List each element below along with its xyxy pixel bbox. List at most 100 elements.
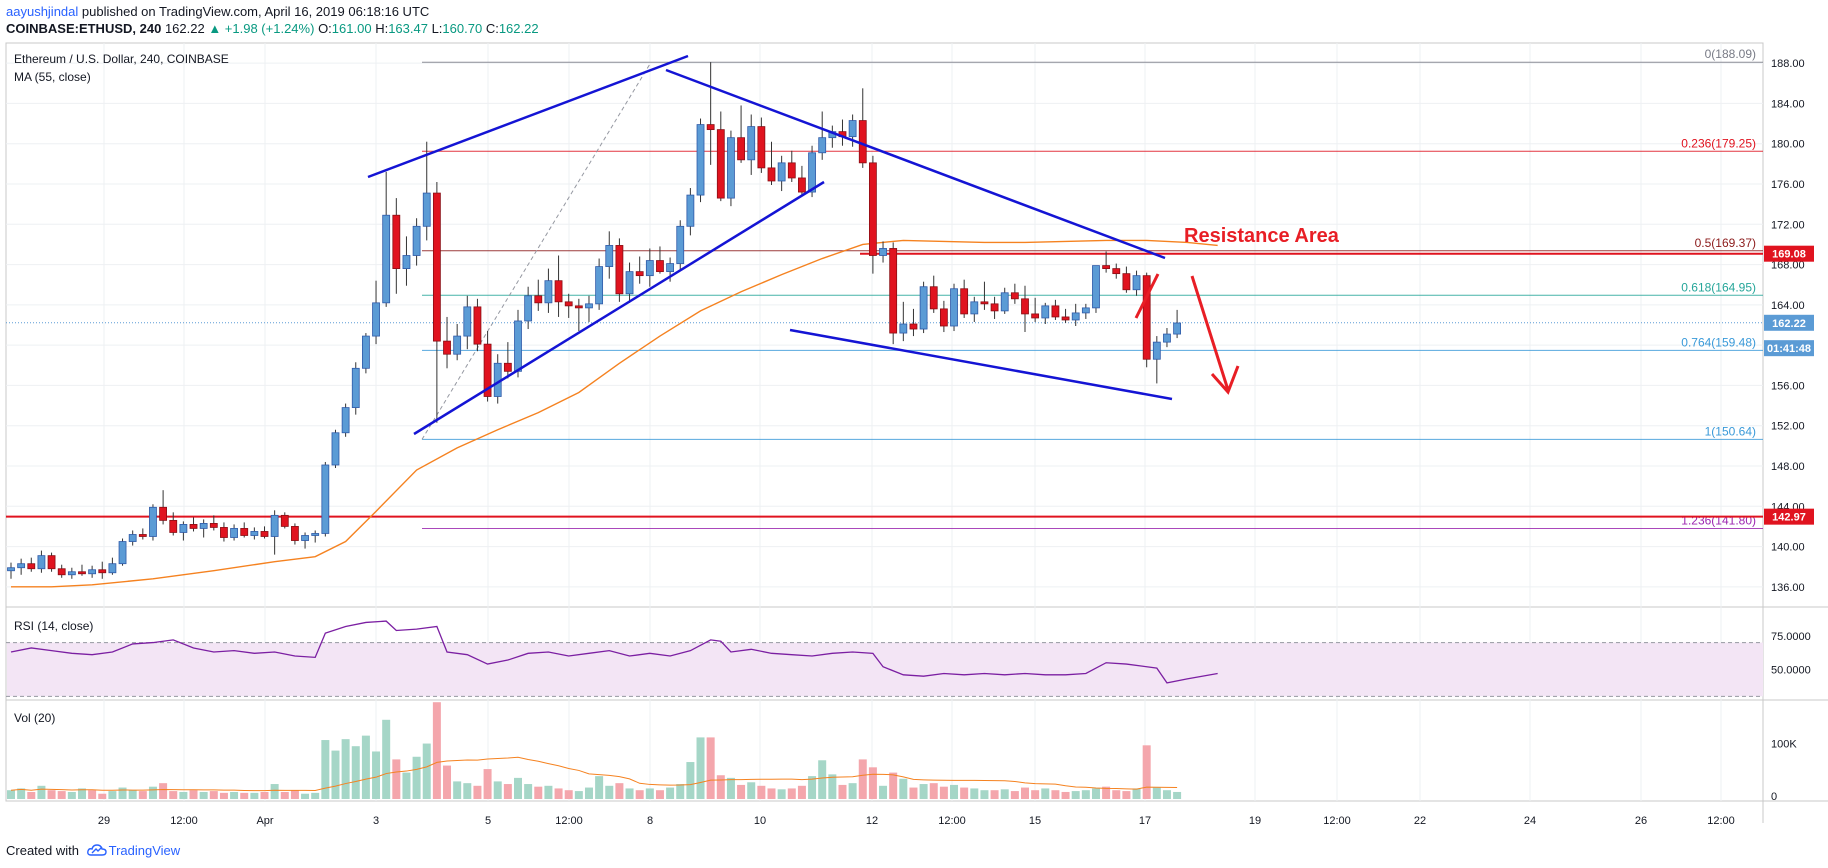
candle-body: [787, 162, 796, 179]
candle-body: [716, 129, 725, 199]
volume-bar: [240, 792, 249, 799]
volume-bar: [808, 776, 817, 799]
candle-body: [919, 286, 928, 330]
candle-body: [1163, 333, 1171, 343]
y-tick-label: 176.00: [1771, 179, 1805, 191]
volume-bar: [635, 790, 644, 799]
x-tick-label: 10: [754, 815, 766, 827]
candle-body: [1122, 273, 1131, 291]
candle-body: [361, 335, 370, 369]
y-tick-label: 148.00: [1771, 461, 1805, 473]
volume-bar: [757, 785, 766, 799]
candle-body: [372, 302, 380, 337]
candle-body: [250, 531, 259, 536]
volume-bar: [138, 791, 147, 799]
volume-bar: [737, 784, 746, 799]
volume-bar: [443, 765, 452, 799]
candle-body: [524, 295, 533, 322]
volume-bar: [1071, 791, 1080, 799]
volume-bar: [199, 791, 208, 799]
volume-bar: [564, 790, 573, 799]
volume-bar: [666, 787, 675, 799]
candle-body: [412, 225, 421, 256]
candle-body: [260, 531, 269, 537]
descending-support-trendline: [789, 328, 1173, 401]
x-tick-label: 8: [647, 815, 653, 827]
volume-bar: [544, 785, 553, 799]
rsi-line: [10, 620, 1218, 684]
candle-body: [554, 280, 563, 303]
candle-body: [848, 120, 857, 138]
low-label: L:: [431, 21, 443, 36]
volume-bar: [57, 791, 66, 799]
author-link[interactable]: aayushjindal: [6, 4, 79, 19]
candle-body: [656, 260, 664, 273]
candle-body: [686, 194, 695, 227]
candle-body: [1092, 265, 1100, 309]
candle-body: [209, 523, 218, 528]
candle-body: [858, 120, 867, 164]
tradingview-brand[interactable]: TradingView: [108, 843, 181, 858]
candle-body: [696, 124, 705, 196]
tradingview-cloud-icon: [86, 844, 107, 856]
fib-level-label: 1.236(141.80): [1681, 513, 1756, 527]
volume-bar: [1091, 788, 1100, 799]
volume-bar: [311, 792, 320, 799]
volume-bar: [1173, 791, 1182, 799]
volume-bar: [7, 790, 15, 799]
volume-bar: [514, 777, 522, 799]
candle-body: [909, 323, 918, 330]
volume-bar: [615, 783, 624, 799]
arrow-up-line: [1134, 273, 1160, 319]
candle-body: [422, 192, 431, 227]
candle-body: [220, 527, 228, 538]
candle-body: [149, 506, 157, 537]
fib-level-label: 1(150.64): [1705, 424, 1756, 438]
volume-bar: [27, 791, 36, 799]
candle-body: [808, 152, 816, 193]
candle-body: [7, 567, 15, 572]
y-tick-label: 164.00: [1771, 300, 1805, 312]
candle-body: [635, 271, 644, 277]
volume-bar: [402, 772, 411, 799]
volume-bar: [280, 791, 289, 799]
candle-body: [230, 528, 238, 538]
volume-bar: [858, 759, 867, 799]
volume-bar: [696, 737, 705, 799]
candle-body: [676, 225, 685, 264]
volume-bar: [818, 760, 827, 799]
volume-bar: [848, 783, 857, 799]
volume-bar: [777, 789, 786, 799]
price-axis-badge-text: 162.22: [1772, 318, 1806, 330]
volume-bar: [301, 793, 310, 799]
candle-body: [189, 524, 198, 529]
volume-bar: [645, 788, 654, 799]
price-axis-badge: [1764, 508, 1814, 525]
candle-body: [98, 569, 107, 574]
x-tick-label: 26: [1635, 815, 1647, 827]
candle-body: [47, 555, 56, 570]
volume-bar: [1162, 790, 1171, 799]
volume-bar: [88, 790, 97, 799]
volume-bar: [747, 782, 756, 799]
x-tick-label: 12:00: [1707, 815, 1735, 827]
volume-bar: [595, 776, 604, 799]
candle-body: [88, 569, 97, 575]
candle-body: [483, 343, 492, 397]
volume-tick-label: 0: [1771, 791, 1777, 803]
volume-bar: [655, 790, 664, 799]
volume-bar: [950, 784, 959, 799]
y-tick-label: 156.00: [1771, 380, 1805, 392]
price-axis-badge-text: 01:41:48: [1767, 343, 1811, 355]
volume-bar: [321, 740, 330, 799]
volume-bar: [361, 735, 370, 799]
candle-body: [240, 528, 249, 536]
volume-bar: [716, 775, 725, 799]
volume-bar: [554, 788, 563, 799]
candle-body: [899, 323, 908, 334]
candle-body: [321, 464, 330, 534]
candle-body: [128, 534, 137, 542]
candle-body: [17, 563, 26, 569]
